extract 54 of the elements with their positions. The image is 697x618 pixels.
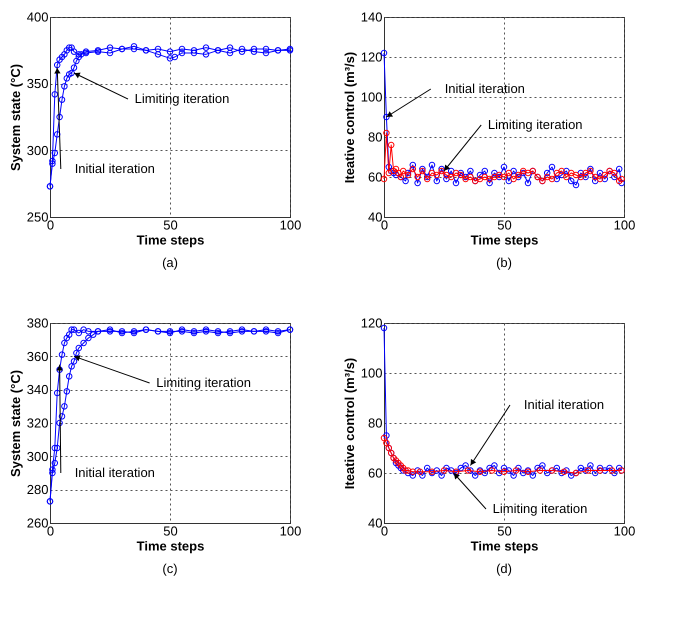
annotation: Initial iteration: [74, 465, 155, 480]
y-tick-label: 260: [26, 516, 48, 530]
y-axis-title: System state (°C): [8, 64, 23, 172]
annotation: Limiting iteration: [492, 501, 588, 516]
x-tick-label: 100: [280, 524, 302, 538]
x-tick-label: 50: [163, 218, 178, 232]
text: (c): [162, 561, 178, 576]
annotation: Initial iteration: [74, 161, 155, 176]
x-axis-title: Time steps: [470, 232, 538, 248]
y-tick-label: 300: [26, 448, 48, 464]
x-axis-title: Time steps: [470, 538, 538, 554]
text: (a): [162, 255, 178, 270]
y-tick-label: 300: [26, 142, 48, 158]
x-tick-label: 100: [614, 218, 636, 232]
text: (d): [496, 561, 512, 576]
annotation: Limiting iteration: [134, 91, 230, 106]
x-axis-title: Time steps: [136, 232, 204, 248]
y-tick-label: 100: [360, 366, 382, 380]
y-tick-label: 400: [26, 10, 48, 24]
x-tick-label: 50: [497, 524, 512, 538]
y-tick-label: 80: [368, 130, 382, 144]
annotation: Limiting iteration: [156, 375, 251, 390]
x-tick-label: 0: [380, 218, 388, 232]
y-tick-label: 100: [360, 90, 382, 104]
y-tick-label: 340: [26, 382, 48, 398]
y-tick-label: 60: [368, 170, 382, 184]
annotation: Initial iteration: [524, 397, 604, 412]
y-tick-label: 120: [360, 50, 382, 64]
y-tick-label: 120: [360, 316, 382, 330]
text: (b): [496, 255, 512, 270]
x-tick-label: 0: [380, 524, 388, 538]
annotation: Limiting iteration: [488, 117, 583, 132]
y-tick-label: 250: [26, 210, 48, 224]
x-tick-label: 50: [163, 524, 178, 538]
x-tick-label: 100: [614, 524, 636, 538]
x-tick-label: 0: [46, 524, 54, 538]
x-tick-label: 100: [280, 218, 302, 232]
y-tick-label: 40: [368, 516, 382, 530]
y-tick-label: 320: [26, 416, 48, 430]
y-tick-label: 140: [360, 10, 382, 24]
y-axis-title: Iteative control (m³/s): [342, 52, 357, 184]
y-tick-label: 350: [26, 76, 48, 92]
x-tick-label: 50: [497, 218, 512, 232]
y-tick-label: 60: [368, 466, 382, 480]
y-axis-title: System state (°C): [8, 370, 23, 478]
y-tick-label: 360: [26, 348, 48, 364]
x-axis-title: Time steps: [136, 538, 204, 554]
x-tick-label: 0: [46, 218, 54, 232]
y-tick-label: 280: [26, 482, 48, 498]
y-axis-title: Iteative control (m³/s): [342, 358, 357, 490]
y-tick-label: 80: [368, 416, 382, 430]
y-tick-label: 380: [26, 316, 48, 330]
y-tick-label: 40: [368, 210, 382, 224]
annotation: Initial iteration: [444, 81, 525, 96]
